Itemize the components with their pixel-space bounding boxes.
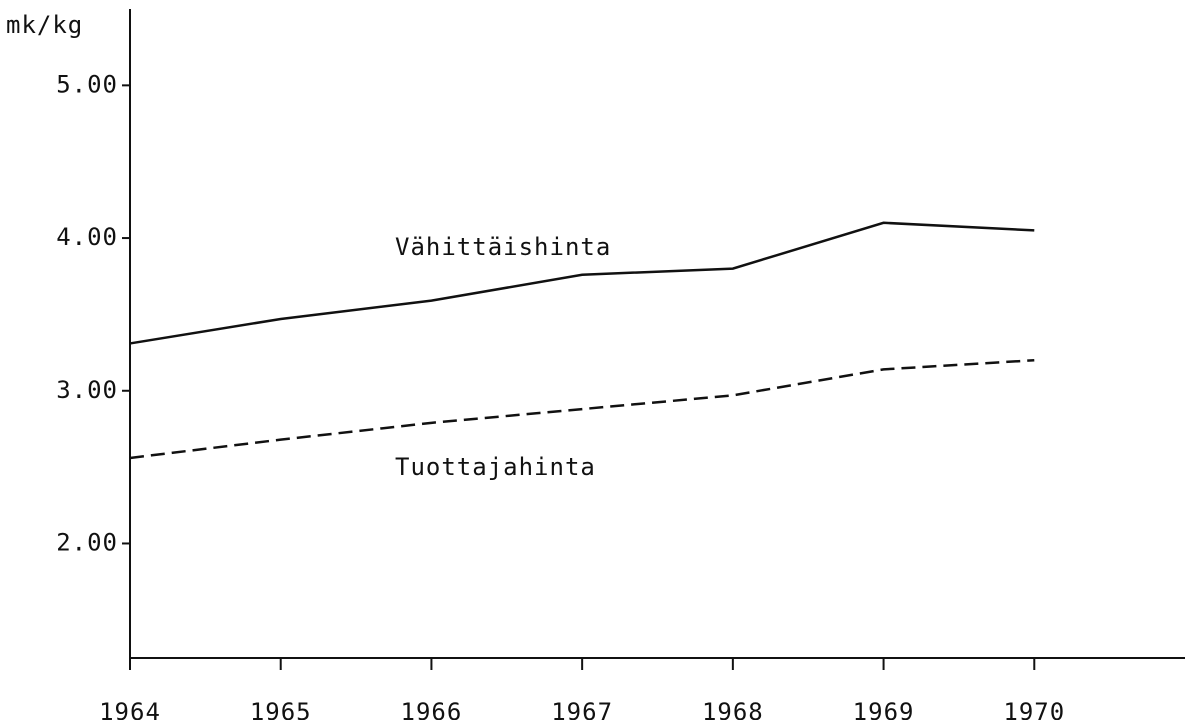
- x-tick-label: 1968: [702, 698, 764, 720]
- y-axis-label: mk/kg: [6, 11, 83, 39]
- y-tick-label: 4.00: [56, 223, 118, 251]
- series-label: Tuottajahinta: [395, 453, 596, 481]
- series-line: [129, 221, 1035, 345]
- x-tick-label: 1969: [853, 698, 915, 720]
- series-label: Vähittäishinta: [395, 233, 611, 261]
- x-tick-label: 1967: [551, 698, 613, 720]
- x-tick-label: 1964: [99, 698, 161, 720]
- x-tick-label: 1965: [250, 698, 312, 720]
- y-tick-label: 2.00: [56, 528, 118, 556]
- x-tick-label: 1970: [1003, 698, 1065, 720]
- x-tick-label: 1966: [401, 698, 463, 720]
- series-line: [129, 358, 1035, 460]
- y-tick-label: 3.00: [56, 376, 118, 404]
- y-tick-label: 5.00: [56, 70, 118, 98]
